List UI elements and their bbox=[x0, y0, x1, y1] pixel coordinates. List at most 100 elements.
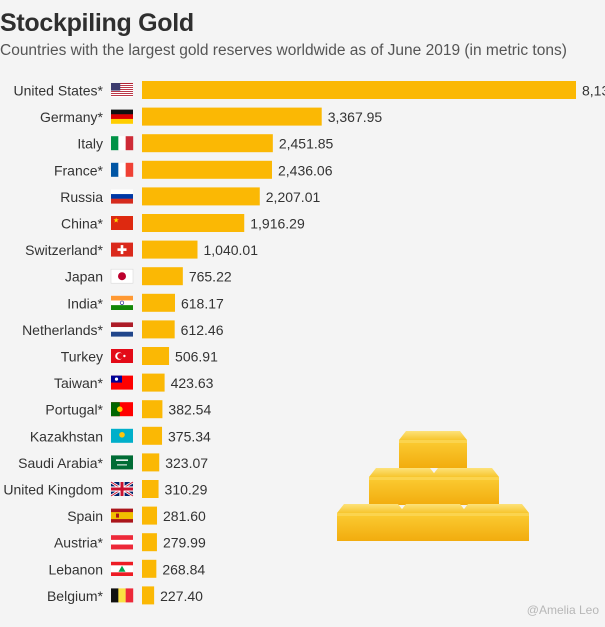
category-label: Kazakhstan bbox=[30, 428, 103, 444]
value-label: 765.22 bbox=[189, 269, 232, 285]
flag-icon bbox=[111, 455, 133, 470]
bar-row: China* ★ 1,916.29 bbox=[61, 214, 305, 232]
bar-row: Russia 2,207.01 bbox=[60, 187, 321, 206]
flag-icon bbox=[111, 162, 134, 177]
bar bbox=[142, 293, 175, 312]
category-label: France* bbox=[54, 162, 104, 178]
gold-ingot bbox=[399, 431, 467, 468]
value-label: 1,040.01 bbox=[203, 242, 258, 258]
category-label: Spain bbox=[67, 508, 103, 524]
bar-row: Spain 281.60 bbox=[67, 506, 206, 525]
bar-row: Belgium* 227.40 bbox=[47, 586, 203, 605]
bar-row: Japan 765.22 bbox=[65, 267, 232, 286]
value-label: 8,133.46 bbox=[582, 83, 605, 99]
bar bbox=[142, 160, 272, 179]
flag-icon bbox=[111, 375, 133, 390]
category-label: India* bbox=[67, 295, 103, 311]
value-label: 3,367.95 bbox=[328, 109, 383, 125]
bar-row: Portugal* 382.54 bbox=[45, 400, 211, 419]
category-label: Taiwan* bbox=[54, 375, 104, 391]
gold-ingot bbox=[431, 468, 499, 505]
flag-icon bbox=[110, 268, 134, 284]
bar bbox=[142, 453, 160, 472]
bar bbox=[142, 267, 183, 286]
bar bbox=[142, 373, 165, 392]
category-label: Netherlands* bbox=[22, 322, 103, 338]
value-label: 612.46 bbox=[181, 322, 224, 338]
bar bbox=[142, 533, 157, 552]
category-label: Japan bbox=[65, 269, 103, 285]
bar-row: United States* 8,133.46 bbox=[14, 81, 605, 99]
flag-icon bbox=[111, 322, 133, 337]
bar bbox=[142, 81, 576, 99]
bar-row: Taiwan* 423.63 bbox=[54, 373, 214, 392]
value-label: 2,207.01 bbox=[266, 189, 321, 205]
category-label: Lebanon bbox=[48, 561, 103, 577]
flag-icon bbox=[111, 561, 133, 576]
flag-icon bbox=[111, 242, 133, 257]
flag-icon: ★ bbox=[111, 216, 133, 230]
flag-icon bbox=[111, 535, 133, 550]
credit-watermark: @Amelia Leo bbox=[526, 603, 599, 617]
gold-ingot bbox=[369, 468, 437, 505]
bar-row: Austria* 279.99 bbox=[54, 533, 206, 552]
category-label: Turkey bbox=[61, 349, 103, 365]
bar-row: Lebanon 268.84 bbox=[48, 559, 205, 578]
flag-icon bbox=[111, 508, 133, 523]
value-label: 423.63 bbox=[171, 375, 214, 391]
value-label: 268.84 bbox=[162, 561, 205, 577]
value-label: 1,916.29 bbox=[250, 216, 305, 232]
category-label: Germany* bbox=[40, 109, 104, 125]
flag-icon bbox=[111, 588, 134, 603]
bar bbox=[142, 187, 260, 206]
bar bbox=[142, 240, 198, 259]
flag-icon bbox=[111, 295, 133, 310]
category-label: Belgium* bbox=[47, 588, 104, 604]
bar bbox=[142, 134, 273, 153]
chart-subtitle: Countries with the largest gold reserves… bbox=[0, 42, 567, 59]
gold-ingot bbox=[337, 504, 405, 541]
bar-row: Switzerland* 1,040.01 bbox=[25, 240, 258, 259]
bar bbox=[142, 480, 159, 498]
bar bbox=[142, 320, 175, 339]
bar bbox=[142, 347, 170, 365]
value-label: 382.54 bbox=[168, 402, 211, 418]
category-label: Saudi Arabia* bbox=[18, 455, 103, 471]
category-label: Switzerland* bbox=[25, 242, 103, 258]
flag-icon bbox=[111, 349, 133, 363]
bar bbox=[142, 107, 322, 126]
category-label: United States* bbox=[14, 83, 104, 99]
flag-icon bbox=[111, 136, 134, 151]
bar-row: France* 2,436.06 bbox=[54, 160, 333, 179]
chart-title: Stockpiling Gold bbox=[0, 9, 194, 37]
bar-row: Netherlands* 612.46 bbox=[22, 320, 224, 339]
bar bbox=[142, 214, 245, 232]
bar bbox=[142, 559, 157, 578]
category-label: United Kingdom bbox=[3, 482, 103, 498]
gold-bars-illustration bbox=[337, 431, 529, 541]
bar bbox=[142, 400, 163, 419]
flag-icon bbox=[111, 83, 133, 98]
value-label: 2,436.06 bbox=[278, 162, 333, 178]
value-label: 323.07 bbox=[165, 455, 208, 471]
bar-row: Kazakhstan 375.34 bbox=[30, 426, 211, 445]
value-label: 227.40 bbox=[160, 588, 203, 604]
gold-ingot bbox=[461, 504, 529, 541]
category-label: Russia bbox=[60, 189, 103, 205]
bar-row: United Kingdom 310.29 bbox=[3, 480, 208, 498]
value-label: 618.17 bbox=[181, 295, 224, 311]
value-label: 310.29 bbox=[165, 482, 208, 498]
gold-ingot bbox=[399, 504, 467, 541]
category-label: Austria* bbox=[54, 535, 104, 551]
bar-row: Saudi Arabia* 323.07 bbox=[18, 453, 208, 472]
bar-row: India* 618.17 bbox=[67, 293, 224, 312]
bar bbox=[142, 506, 158, 525]
value-label: 2,451.85 bbox=[279, 136, 334, 152]
bar-row: Germany* 3,367.95 bbox=[40, 107, 383, 126]
flag-icon bbox=[111, 402, 133, 417]
value-label: 375.34 bbox=[168, 428, 211, 444]
flag-icon bbox=[111, 189, 133, 204]
flag-icon bbox=[110, 480, 134, 498]
category-label: Portugal* bbox=[45, 402, 103, 418]
